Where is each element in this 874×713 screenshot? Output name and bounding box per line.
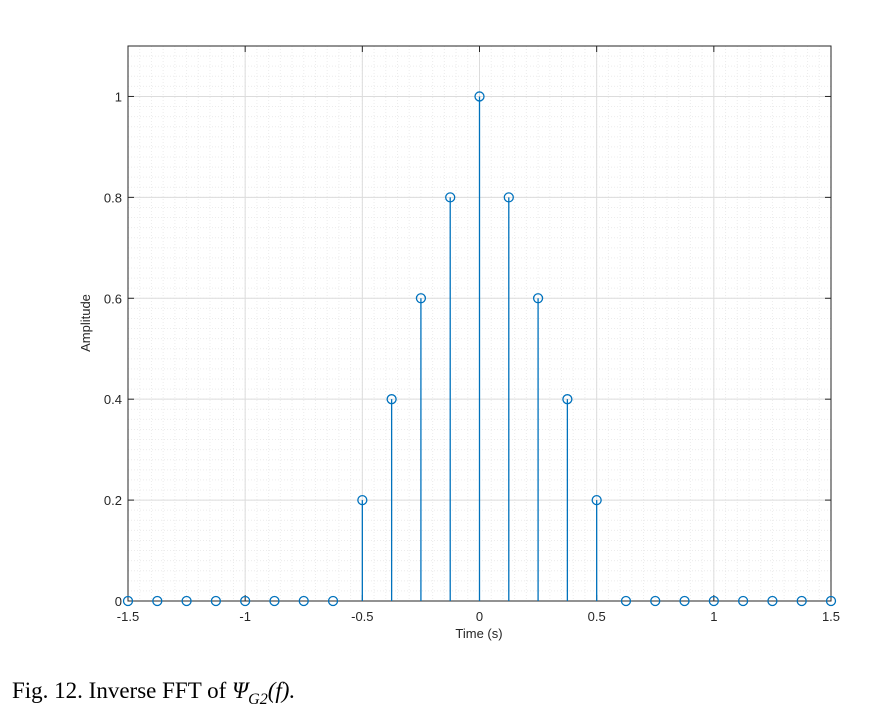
stem-marker	[737, 595, 749, 607]
x-tick-label: 0.5	[588, 609, 606, 624]
x-tick-label: 0	[476, 609, 483, 624]
caption-subscript: G2	[248, 691, 268, 708]
stem-marker	[152, 595, 163, 607]
stem-marker	[445, 192, 456, 203]
y-axis-label: Amplitude	[78, 294, 93, 352]
x-tick-label: -1	[239, 609, 251, 624]
stem-marker	[532, 293, 544, 304]
stem-marker	[474, 91, 485, 102]
stem-marker	[386, 394, 397, 405]
stem-marker	[298, 595, 309, 607]
caption-symbol: Ψ	[232, 678, 250, 703]
stem-marker	[708, 595, 719, 607]
x-tick-label: 1	[710, 609, 717, 624]
y-tick-label: 0.4	[104, 392, 122, 407]
stem-marker	[415, 293, 427, 304]
stem-marker	[181, 595, 192, 607]
x-tick-label: -0.5	[351, 609, 373, 624]
stem-marker	[650, 595, 661, 607]
stem-marker	[825, 595, 837, 607]
stem-marker	[240, 595, 251, 607]
stem-marker	[122, 595, 134, 607]
stem-marker	[357, 494, 368, 506]
y-tick-label: 0	[115, 594, 122, 609]
stem-marker	[679, 595, 690, 607]
caption-argument: (f).	[268, 678, 295, 703]
stem-marker	[591, 494, 602, 506]
stem-marker	[269, 595, 280, 607]
stem-marker	[503, 192, 514, 203]
y-tick-label: 1	[115, 89, 122, 104]
stem-marker	[562, 394, 573, 405]
stems	[122, 91, 837, 607]
y-tick-label: 0.8	[104, 190, 122, 205]
stem-marker	[620, 595, 632, 607]
stem-marker	[327, 595, 339, 607]
y-tick-label: 0.6	[104, 291, 122, 306]
stem-marker	[767, 595, 778, 607]
stem-marker	[796, 595, 807, 607]
x-tick-label: -1.5	[117, 609, 139, 624]
stem-marker	[210, 595, 222, 607]
y-tick-label: 0.2	[104, 493, 122, 508]
x-tick-label: 1.5	[822, 609, 840, 624]
x-axis-label: Time (s)	[455, 626, 502, 641]
caption-text: Fig. 12. Inverse FFT of	[12, 678, 227, 703]
caption: Fig. 12. Inverse FFT of ΨG2(f).	[12, 678, 295, 708]
